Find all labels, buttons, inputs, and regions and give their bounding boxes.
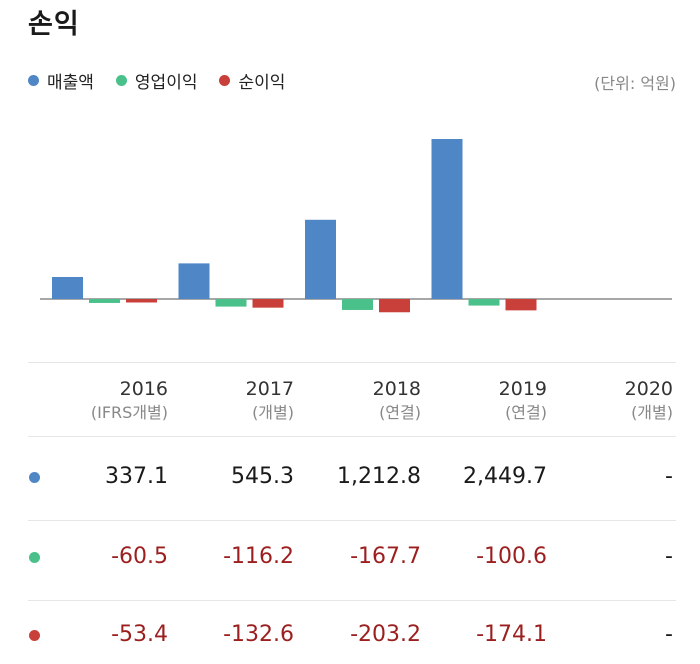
year-header-row: 2016 (IFRS개별) 2017 (개별) 2018 (연결) 2019 (연결) 2020… bbox=[0, 376, 700, 436]
table-cell: -174.1 bbox=[476, 622, 547, 647]
legend-label-revenue: 매출액 bbox=[47, 73, 94, 93]
table-row: 337.1 545.3 1,212.8 2,449.7 - bbox=[0, 446, 700, 506]
year-label: 2019 bbox=[498, 378, 547, 400]
table-row: -60.5 -116.2 -167.7 -100.6 - bbox=[0, 526, 700, 586]
bar-2019-1[interactable] bbox=[468, 299, 500, 306]
legend-dot-net-income bbox=[219, 75, 231, 86]
year-sublabel: (개별) bbox=[252, 403, 294, 422]
series-dot bbox=[29, 472, 40, 483]
bar-2019-0[interactable] bbox=[431, 139, 463, 299]
legend-item-net-income[interactable]: 순이익 bbox=[219, 68, 285, 93]
bar-2018-2[interactable] bbox=[379, 299, 410, 313]
bar-2018-1[interactable] bbox=[342, 299, 373, 310]
table-cell: - bbox=[665, 464, 673, 489]
table-cell: -203.2 bbox=[350, 622, 421, 647]
year-header-2018: 2018 (연결) bbox=[281, 376, 421, 424]
divider bbox=[28, 362, 676, 363]
year-sublabel: (IFRS개별) bbox=[90, 403, 168, 422]
bar-2016-2[interactable] bbox=[126, 299, 157, 303]
legend-dot-revenue bbox=[28, 75, 39, 86]
bar-chart bbox=[40, 139, 672, 313]
year-label: 2017 bbox=[245, 378, 294, 400]
divider bbox=[28, 520, 676, 521]
year-header-2019: 2019 (연결) bbox=[407, 376, 547, 424]
table-cell: -167.7 bbox=[350, 544, 421, 569]
bar-2019-2[interactable] bbox=[505, 299, 537, 311]
series-dot bbox=[29, 630, 40, 641]
page-title: 손익 bbox=[28, 9, 80, 40]
legend-label-operating-profit: 영업이익 bbox=[134, 73, 198, 93]
table-cell: - bbox=[665, 622, 673, 647]
year-sublabel: (연결) bbox=[505, 403, 547, 422]
bar-2017-2[interactable] bbox=[252, 299, 284, 308]
chart-legend: 매출액 영업이익 순이익 bbox=[28, 68, 307, 93]
legend-item-operating-profit[interactable]: 영업이익 bbox=[115, 68, 198, 93]
year-sublabel: (연결) bbox=[379, 403, 421, 422]
table-cell: -53.4 bbox=[111, 622, 168, 647]
divider bbox=[28, 600, 676, 601]
table-cell: -132.6 bbox=[223, 622, 294, 647]
table-cell: 337.1 bbox=[105, 464, 168, 489]
table-cell: -100.6 bbox=[476, 544, 547, 569]
year-header-2017: 2017 (개별) bbox=[154, 376, 294, 424]
table-cell: 1,212.8 bbox=[337, 464, 421, 489]
bar-2018-0[interactable] bbox=[305, 219, 336, 299]
table-cell: 2,449.7 bbox=[463, 464, 547, 489]
bar-2016-1[interactable] bbox=[89, 299, 120, 303]
year-label: 2020 bbox=[624, 378, 673, 400]
divider bbox=[28, 436, 676, 437]
bar-2016-0[interactable] bbox=[52, 276, 83, 299]
year-sublabel: (개별) bbox=[631, 403, 673, 422]
bar-2017-1[interactable] bbox=[215, 299, 247, 307]
table-cell: - bbox=[665, 544, 673, 569]
legend-label-net-income: 순이익 bbox=[238, 73, 286, 93]
table-cell: -60.5 bbox=[111, 544, 168, 569]
legend-dot-operating-profit bbox=[115, 75, 127, 86]
legend-item-revenue[interactable]: 매출액 bbox=[28, 68, 94, 93]
series-dot bbox=[29, 552, 40, 563]
year-label: 2018 bbox=[372, 378, 421, 400]
unit-label: (단위: 억원) bbox=[594, 74, 676, 93]
table-cell: 545.3 bbox=[231, 464, 294, 489]
year-header-2016: 2016 (IFRS개별) bbox=[28, 376, 168, 424]
year-label: 2016 bbox=[119, 378, 168, 400]
table-row: -53.4 -132.6 -203.2 -174.1 - bbox=[0, 604, 700, 664]
year-header-2020: 2020 (개별) bbox=[533, 376, 673, 424]
table-cell: -116.2 bbox=[223, 544, 294, 569]
bar-2017-0[interactable] bbox=[178, 263, 210, 299]
